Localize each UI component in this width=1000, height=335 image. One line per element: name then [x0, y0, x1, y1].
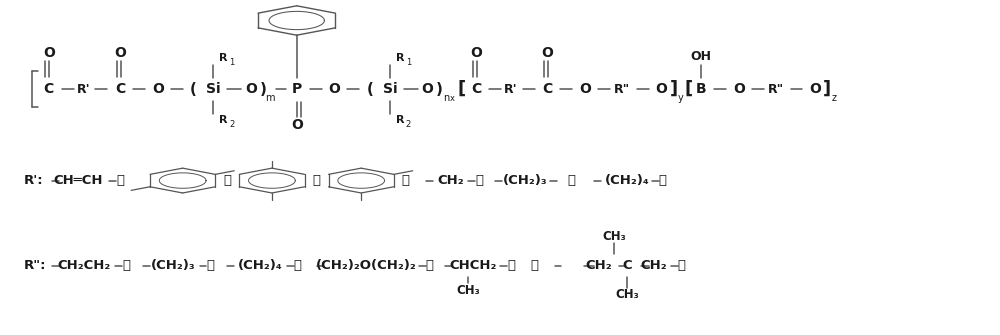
Text: CH₂: CH₂ — [586, 259, 612, 272]
Text: R":: R": — [24, 259, 46, 272]
Text: (CH₂)₂O(CH₂)₂: (CH₂)₂O(CH₂)₂ — [316, 259, 417, 272]
Text: 、: 、 — [402, 174, 410, 187]
Text: R: R — [396, 53, 404, 63]
Text: 2: 2 — [229, 120, 234, 129]
Text: C: C — [44, 82, 54, 96]
Text: 、: 、 — [294, 259, 302, 272]
Text: [: [ — [457, 80, 465, 98]
Text: 1: 1 — [406, 58, 411, 67]
Text: R': R' — [504, 83, 518, 95]
Text: (CH₂)₃: (CH₂)₃ — [502, 174, 547, 187]
Text: CH₂CH₂: CH₂CH₂ — [58, 259, 111, 272]
Text: O: O — [470, 46, 482, 60]
Text: 或: 或 — [531, 259, 539, 272]
Text: R: R — [219, 53, 228, 63]
Text: R": R" — [614, 83, 630, 95]
Text: P: P — [292, 82, 302, 96]
Text: R: R — [219, 115, 228, 125]
Text: [: [ — [684, 80, 692, 98]
Text: C: C — [471, 82, 481, 96]
Text: O: O — [809, 82, 821, 96]
Text: ，: ， — [677, 259, 685, 272]
Text: (CH₂)₃: (CH₂)₃ — [150, 259, 195, 272]
Text: ): ) — [436, 82, 443, 96]
Text: 、: 、 — [206, 259, 214, 272]
Text: ): ) — [260, 82, 266, 96]
Text: O: O — [422, 82, 434, 96]
Text: CH₂: CH₂ — [640, 259, 667, 272]
Text: (CH₂)₄: (CH₂)₄ — [238, 259, 282, 272]
Text: ]: ] — [823, 80, 831, 98]
Text: CHCH₂: CHCH₂ — [450, 259, 497, 272]
Text: Si: Si — [206, 82, 221, 96]
Text: O: O — [152, 82, 164, 96]
Text: R: R — [396, 115, 404, 125]
Text: ]: ] — [669, 80, 678, 98]
Text: C: C — [115, 82, 125, 96]
Text: O: O — [43, 46, 55, 60]
Text: 、: 、 — [313, 174, 321, 187]
Text: 、: 、 — [116, 174, 124, 187]
Text: z: z — [832, 93, 837, 103]
Text: 2: 2 — [406, 120, 411, 129]
Text: O: O — [114, 46, 126, 60]
Text: (: ( — [190, 82, 197, 96]
Text: O: O — [328, 82, 340, 96]
Text: B: B — [696, 82, 707, 96]
Text: y: y — [678, 93, 683, 103]
Text: C: C — [542, 82, 553, 96]
Text: O: O — [542, 46, 554, 60]
Text: O: O — [245, 82, 257, 96]
Text: (CH₂)₄: (CH₂)₄ — [605, 174, 649, 187]
Text: O: O — [579, 82, 591, 96]
Text: R':: R': — [24, 174, 44, 187]
Text: m: m — [265, 93, 275, 103]
Text: R': R' — [77, 83, 90, 95]
Text: C: C — [622, 259, 632, 272]
Text: 、: 、 — [475, 174, 483, 187]
Text: CH₂: CH₂ — [437, 174, 464, 187]
Text: Si: Si — [383, 82, 397, 96]
Text: ，: ， — [659, 174, 667, 187]
Text: CH₃: CH₃ — [615, 288, 639, 302]
Text: OH: OH — [691, 50, 712, 63]
Text: 1: 1 — [229, 58, 234, 67]
Text: 、: 、 — [122, 259, 130, 272]
Text: 、: 、 — [426, 259, 434, 272]
Text: CH₃: CH₃ — [456, 283, 480, 296]
Text: 、: 、 — [507, 259, 515, 272]
Text: (: ( — [367, 82, 374, 96]
Text: x: x — [450, 94, 455, 103]
Text: 或: 或 — [567, 174, 575, 187]
Text: R": R" — [768, 83, 784, 95]
Text: 、: 、 — [223, 174, 231, 187]
Text: O: O — [733, 82, 745, 96]
Text: CH₃: CH₃ — [602, 229, 626, 243]
Text: CH═CH: CH═CH — [54, 174, 103, 187]
Text: n: n — [443, 93, 450, 103]
Text: O: O — [291, 118, 303, 132]
Text: O: O — [656, 82, 668, 96]
